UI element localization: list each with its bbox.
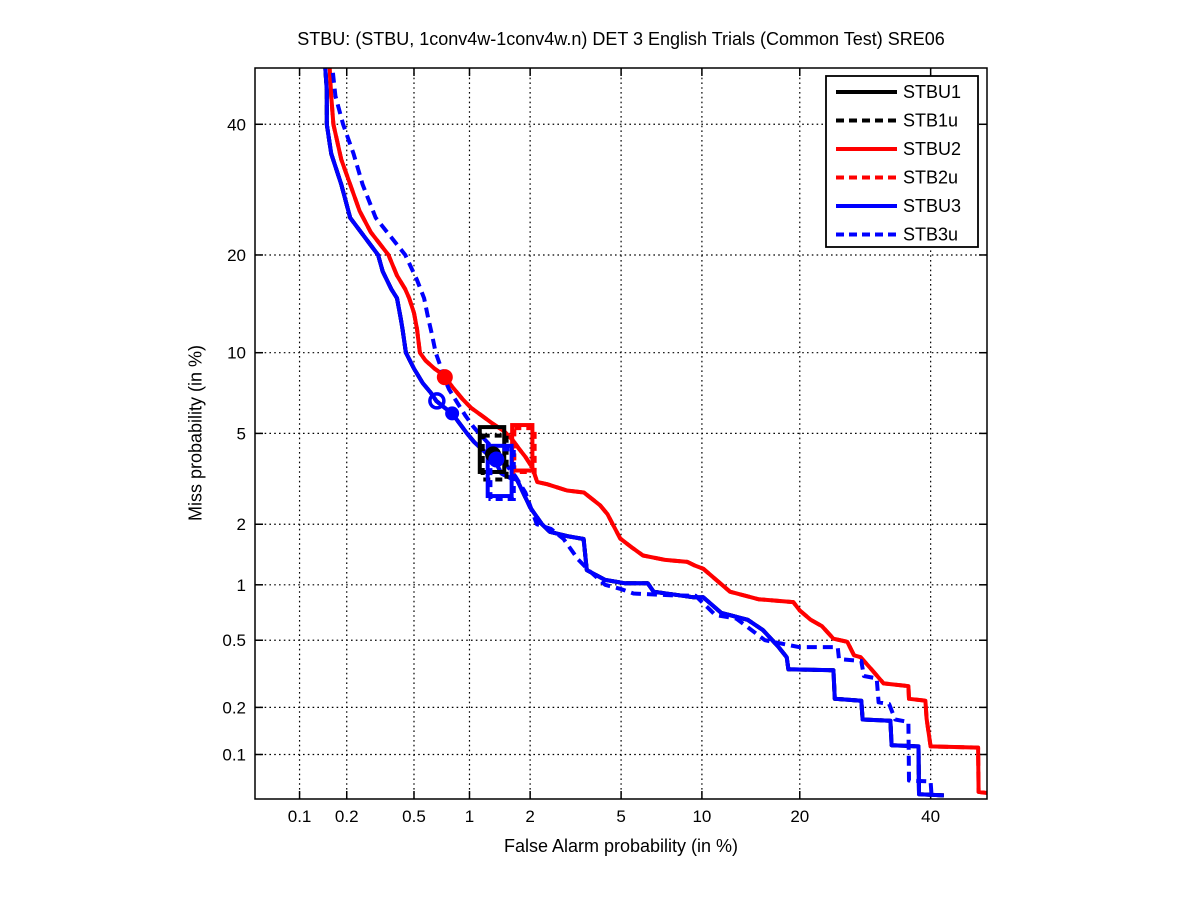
y-tick-label: 10 — [227, 344, 246, 363]
dcf-dot-STBU3 — [488, 451, 505, 468]
dcf-dot-STBU2 — [436, 369, 453, 386]
legend-label: STB3u — [903, 225, 958, 245]
y-tick-label: 20 — [227, 246, 246, 265]
legend-box — [825, 75, 979, 248]
plot-border — [254, 67, 988, 800]
legend-entry-STB1u: STB1u — [836, 111, 958, 131]
legend-label: STBU3 — [903, 196, 961, 216]
legend-entry-STBU3: STBU3 — [836, 196, 961, 216]
legend-label: STB1u — [903, 111, 958, 131]
det-curve-STB3u — [330, 68, 934, 799]
legend-entry-STBU1: STBU1 — [836, 82, 961, 102]
axis-ticks — [255, 68, 987, 799]
legend-label: STBU1 — [903, 82, 961, 102]
y-tick-label: 2 — [237, 515, 246, 534]
dcf-dot-STBU3 — [445, 406, 460, 421]
y-tick-label: 0.1 — [222, 746, 246, 765]
y-tick-label: 40 — [227, 115, 246, 134]
legend-label: STB2u — [903, 168, 958, 188]
dcf-box-STBU3 — [485, 443, 514, 499]
dcf-box-markers — [477, 423, 537, 501]
det-curve-STBU3 — [323, 68, 944, 798]
det-curve-STBU2 — [327, 68, 987, 795]
x-tick-label: 1 — [465, 807, 474, 826]
legend-entry-STBU2: STBU2 — [836, 139, 961, 159]
dcf-dot-STBU3 — [428, 392, 446, 410]
x-tick-label: 20 — [790, 807, 809, 826]
tick-labels: 0.1 0.2 0.5 1 2 5 10 20 40 0.1 0.2 0.5 1 2 5 10 20 40 — [222, 115, 940, 826]
y-tick-label: 0.5 — [222, 631, 246, 650]
x-tick-label: 5 — [616, 807, 625, 826]
x-tick-label: 0.1 — [288, 807, 312, 826]
dcf-box-STB1u — [480, 433, 509, 482]
dcf-dot-markers — [428, 369, 505, 468]
y-tick-label: 5 — [237, 424, 246, 443]
x-tick-label: 2 — [525, 807, 534, 826]
x-tick-label: 10 — [692, 807, 711, 826]
legend-entry-STB2u: STB2u — [836, 168, 958, 188]
det-curves — [323, 68, 987, 799]
dcf-box-STB3u — [488, 447, 516, 501]
chart-title: STBU: (STBU, 1conv4w-1conv4w.n) DET 3 En… — [297, 29, 945, 49]
y-tick-label: 0.2 — [222, 698, 246, 717]
x-tick-label: 0.2 — [335, 807, 359, 826]
x-axis-label: False Alarm probability (in %) — [503, 836, 739, 856]
x-tick-label: 0.5 — [402, 807, 426, 826]
x-tick-label: 40 — [921, 807, 940, 826]
y-tick-label: 1 — [237, 576, 246, 595]
legend: STBU1 STB1u STBU2 STB2u STBU3 STB3u — [825, 75, 979, 248]
legend-label: STBU2 — [903, 139, 961, 159]
legend-entry-STB3u: STB3u — [836, 225, 958, 245]
